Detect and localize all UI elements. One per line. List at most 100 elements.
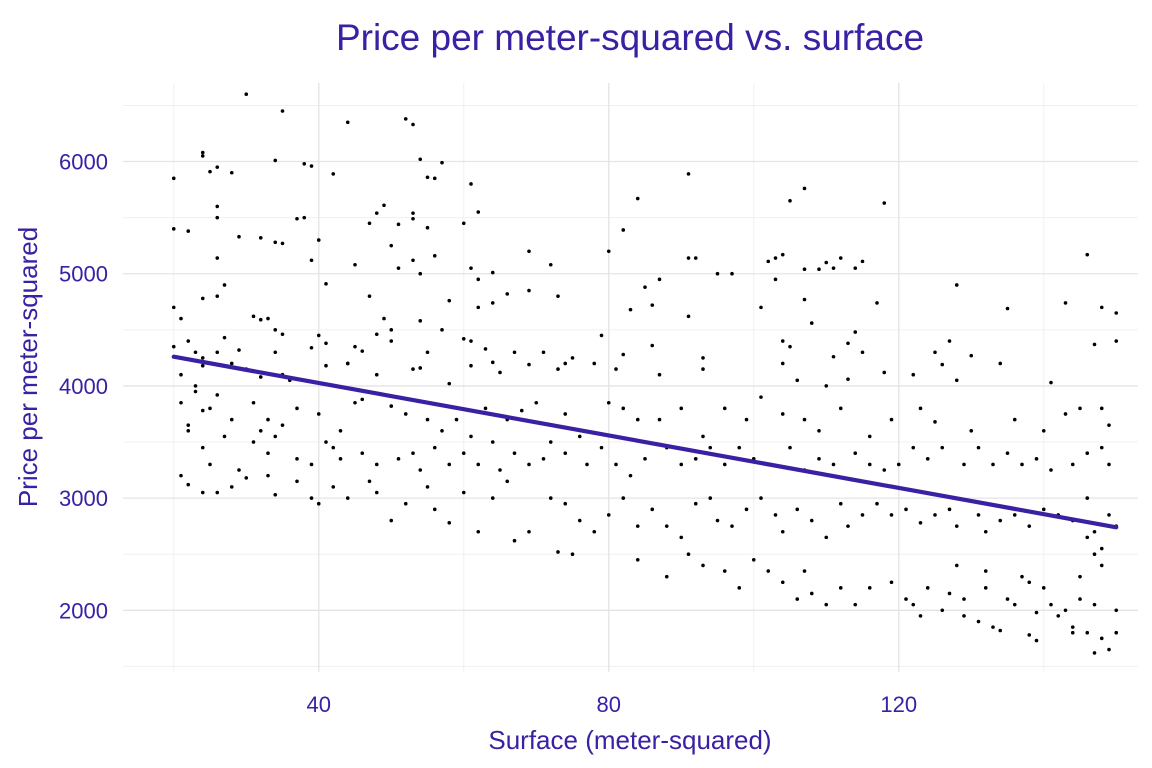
data-point: [592, 361, 597, 366]
data-point: [490, 301, 495, 305]
data-point: [933, 350, 937, 355]
data-point: [628, 473, 633, 478]
data-point: [998, 361, 1003, 366]
data-point: [498, 468, 502, 472]
data-point: [766, 569, 771, 573]
data-point: [614, 462, 618, 467]
data-point: [237, 234, 241, 239]
data-point: [679, 462, 684, 467]
data-point: [171, 305, 176, 310]
data-point: [889, 580, 894, 585]
data-point: [179, 400, 183, 405]
data-point: [1012, 602, 1017, 607]
data-point: [606, 249, 611, 254]
data-point: [1085, 535, 1090, 540]
data-point: [780, 529, 785, 534]
data-point: [1099, 563, 1104, 568]
data-point: [273, 240, 278, 245]
data-point: [664, 574, 669, 579]
data-point: [251, 314, 256, 319]
data-point: [1020, 462, 1024, 467]
data-point: [186, 428, 191, 433]
data-point: [940, 445, 945, 450]
data-point: [280, 109, 285, 113]
data-point: [969, 428, 974, 433]
data-point: [824, 384, 829, 388]
data-point: [396, 222, 401, 227]
data-point: [570, 552, 575, 556]
data-point: [396, 457, 401, 461]
data-point: [824, 602, 829, 607]
data-point: [599, 333, 604, 338]
y-tick-label: 6000: [59, 150, 108, 175]
data-point: [425, 175, 430, 180]
data-point: [904, 597, 908, 601]
data-point: [693, 501, 698, 506]
data-point: [345, 496, 350, 500]
data-point: [432, 176, 437, 181]
data-point: [186, 423, 191, 427]
data-point: [701, 356, 705, 360]
data-point: [461, 451, 466, 456]
data-point: [215, 490, 220, 495]
data-point: [1092, 529, 1097, 534]
data-point: [773, 277, 778, 282]
data-point: [353, 400, 357, 405]
data-point: [657, 372, 662, 377]
data-point: [527, 462, 531, 467]
data-point: [186, 482, 191, 487]
data-point: [389, 404, 394, 408]
data-point: [469, 339, 473, 343]
data-point: [1041, 586, 1046, 590]
data-point: [200, 363, 205, 368]
data-point: [309, 345, 314, 350]
data-point: [780, 252, 785, 257]
data-point: [1107, 462, 1111, 467]
data-point: [635, 417, 640, 422]
data-point: [773, 513, 778, 517]
data-point: [925, 457, 930, 461]
data-point: [722, 569, 727, 573]
data-point: [969, 353, 974, 358]
data-point: [911, 602, 916, 607]
data-point: [679, 406, 684, 411]
data-point: [476, 462, 481, 467]
data-point: [650, 507, 655, 512]
data-point: [324, 341, 328, 346]
data-point: [418, 366, 423, 370]
data-point: [367, 294, 372, 298]
x-tick-label: 80: [597, 692, 621, 717]
data-point: [882, 468, 887, 472]
data-point: [563, 361, 568, 366]
data-point: [1005, 451, 1010, 456]
data-point: [577, 434, 582, 439]
data-point: [447, 298, 452, 303]
data-point: [860, 350, 865, 355]
data-point: [527, 288, 531, 293]
data-point: [215, 215, 220, 220]
data-point: [447, 462, 452, 467]
data-point: [367, 221, 372, 226]
data-point: [817, 457, 821, 461]
data-point: [411, 211, 415, 215]
data-point: [838, 501, 843, 506]
data-point: [1114, 608, 1119, 613]
data-point: [389, 243, 394, 248]
data-point: [1085, 252, 1090, 257]
data-point: [867, 462, 872, 467]
data-point: [186, 339, 191, 343]
data-point: [563, 412, 568, 416]
data-point: [258, 236, 263, 240]
data-point: [962, 597, 966, 601]
data-point: [273, 350, 278, 355]
data-point: [1114, 339, 1119, 343]
y-tick-label: 2000: [59, 598, 108, 623]
data-point: [331, 445, 336, 450]
data-point: [527, 529, 531, 534]
data-point: [954, 283, 959, 287]
data-point: [744, 507, 749, 512]
data-point: [273, 492, 278, 497]
data-point: [759, 395, 763, 399]
data-point: [766, 259, 771, 264]
